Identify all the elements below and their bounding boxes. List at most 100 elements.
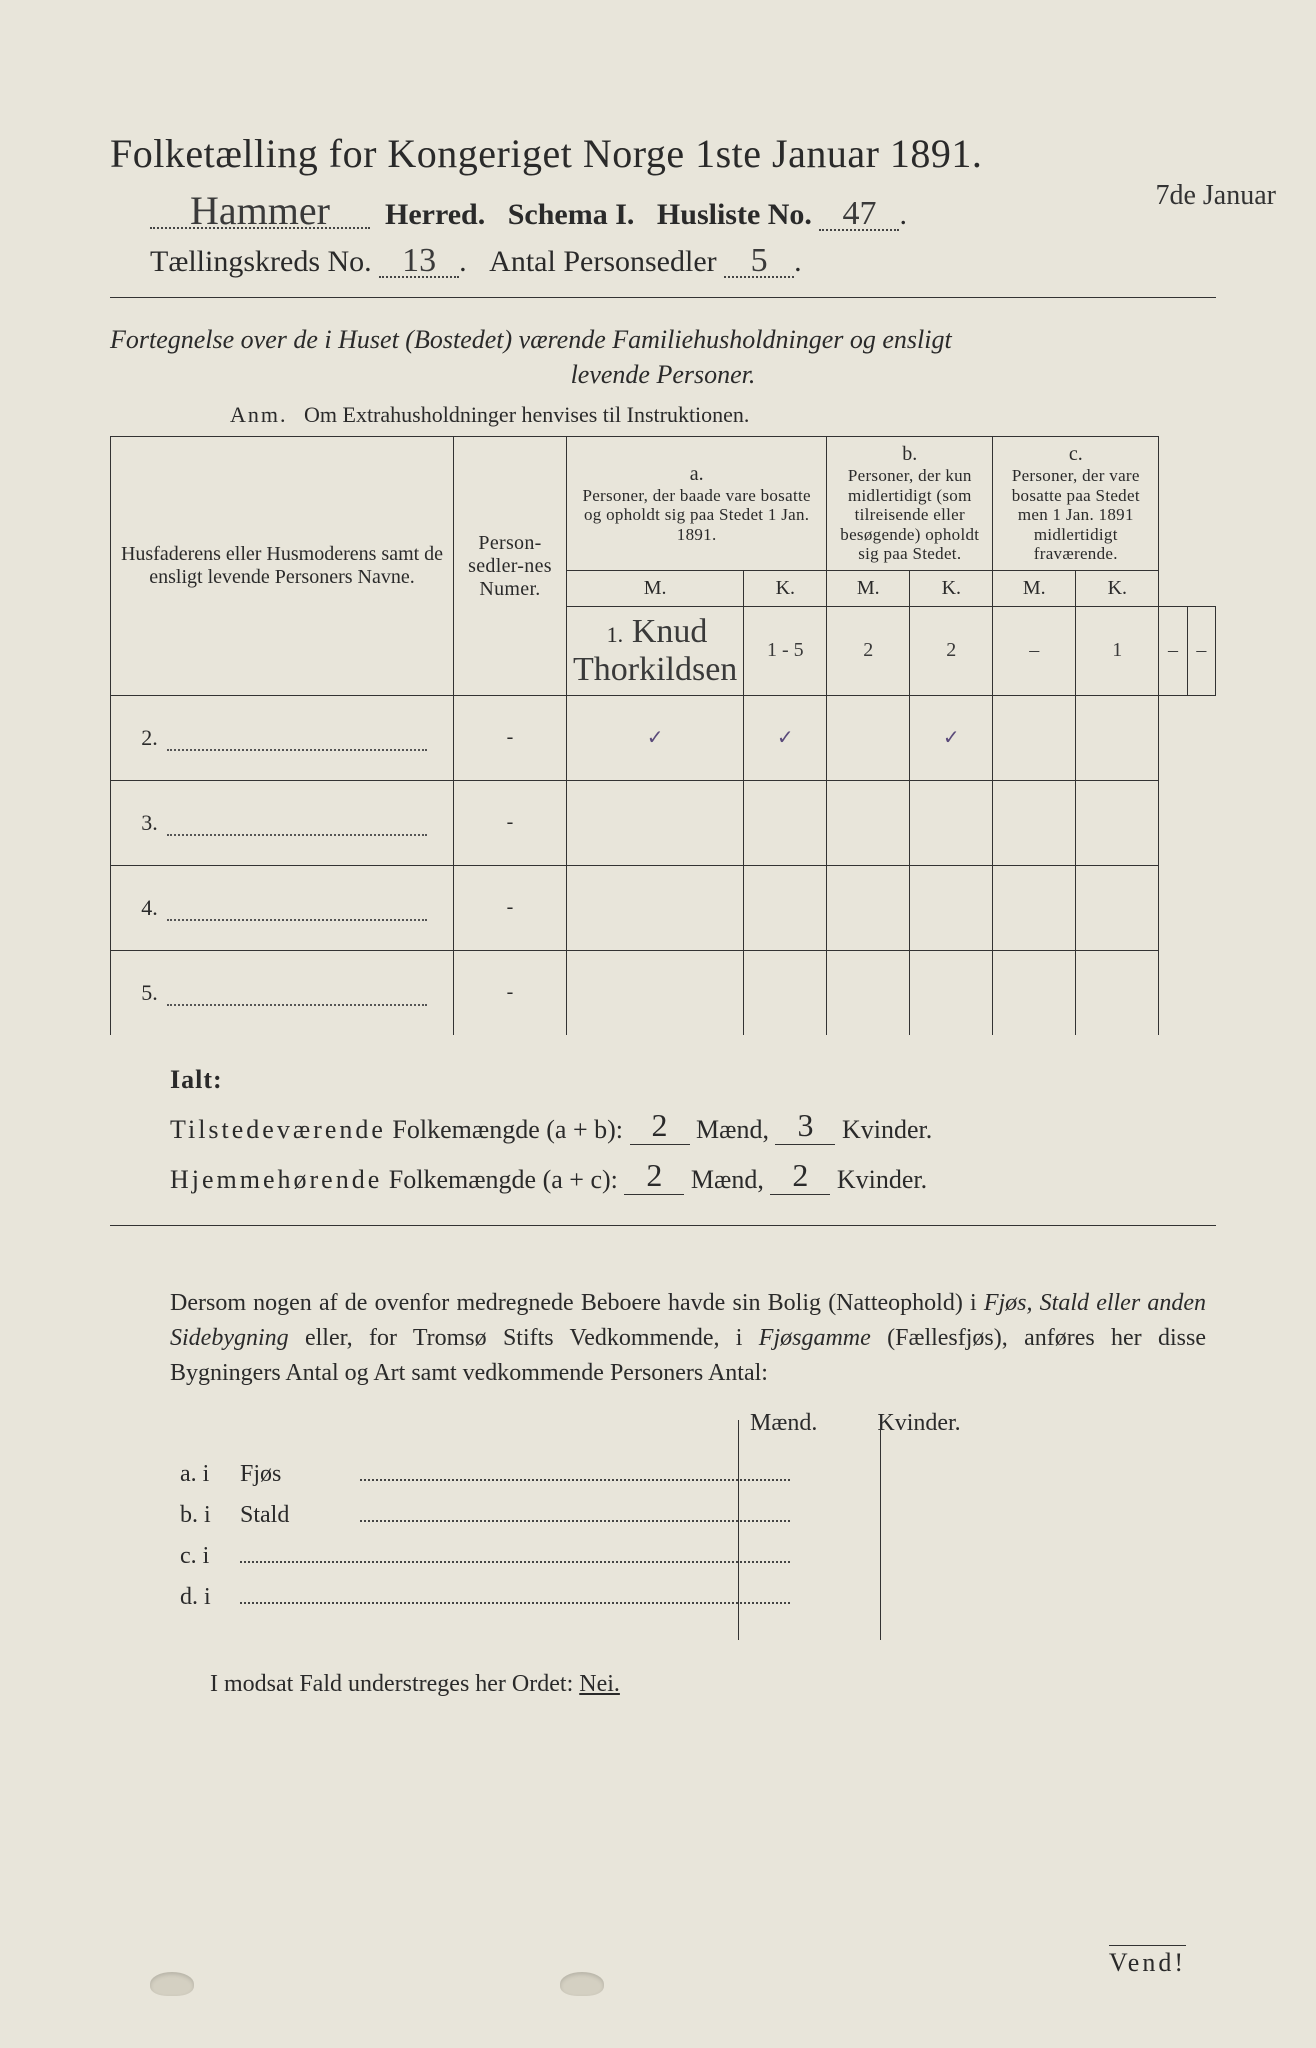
cell-cM: – — [1159, 606, 1187, 695]
vline-icon — [738, 1420, 739, 1640]
margin-date-note: 7de Januar — [1155, 180, 1276, 212]
side-building-block: Mænd. Kvinder. a. i Fjøs b. i Stald c. i… — [110, 1410, 1216, 1611]
row-name-cell: 4. — [111, 865, 454, 950]
row-name-empty — [167, 834, 427, 836]
cell-aK: ✓ — [744, 695, 827, 780]
cell-bM — [827, 865, 910, 950]
cell-cM — [993, 950, 1076, 1035]
col-b-group: b. Personer, der kun midlertidigt (som t… — [827, 437, 993, 571]
l2-k-val: 2 — [770, 1157, 830, 1195]
a-desc: Personer, der baade vare bosatte og opho… — [573, 486, 820, 545]
maend-col: Mænd. — [750, 1410, 817, 1437]
modsat-text: I modsat Fald understreges her Ordet: — [210, 1671, 579, 1697]
subheading: Fortegnelse over de i Huset (Bostedet) v… — [110, 322, 1216, 392]
kvinder-col: Kvinder. — [877, 1410, 960, 1437]
paper-tear-icon — [150, 1972, 194, 1996]
c-k: K. — [1076, 570, 1159, 606]
total-line-2: Hjemmehørende Folkemængde (a + c): 2 Mæn… — [170, 1157, 1216, 1195]
b-label: b. — [833, 443, 986, 466]
table-row: 3. - — [111, 780, 1216, 865]
ialt-label: Ialt: — [170, 1065, 1216, 1095]
divider — [110, 297, 1216, 298]
cell-aM: 2 — [827, 606, 910, 695]
modsat-nei: Nei. — [579, 1671, 620, 1697]
kvinder-label: Kvinder. — [842, 1115, 932, 1144]
cell-cK: – — [1187, 606, 1215, 695]
header-line-2: Hammer Herred. Schema I. Husliste No. 47… — [110, 187, 1216, 232]
list-row-c: c. i — [180, 1543, 1216, 1570]
dots-icon — [360, 1519, 790, 1522]
b-m: M. — [827, 570, 910, 606]
row-name-empty — [167, 919, 427, 921]
cell-cK — [1076, 865, 1159, 950]
list-row-a: a. i Fjøs — [180, 1461, 1216, 1488]
l2a: Hjemmehørende — [170, 1165, 382, 1194]
kreds-label: Tællingskreds No. — [150, 245, 372, 278]
vline-icon — [880, 1420, 881, 1640]
schema-label: Schema I. — [508, 198, 635, 231]
c-label: c. — [999, 443, 1152, 466]
row-name-cell: 2. — [111, 695, 454, 780]
cell-bK — [910, 950, 993, 1035]
l1-m-val: 2 — [630, 1107, 690, 1145]
husliste-value: 47 — [819, 195, 899, 231]
cell-num: - — [454, 865, 567, 950]
cell-aM — [567, 865, 744, 950]
cell-cM — [993, 780, 1076, 865]
para-it2: Fjøsgamme — [759, 1325, 871, 1351]
cell-cM — [993, 865, 1076, 950]
vend-label: Vend! — [1109, 1945, 1186, 1978]
cell-bM: – — [993, 606, 1076, 695]
maend-label: Mænd, — [696, 1115, 769, 1144]
row-num: 1. — [603, 622, 627, 648]
row-b-lbl2: Stald — [240, 1502, 360, 1529]
col-a-group: a. Personer, der baade vare bosatte og o… — [567, 437, 827, 571]
cell-num: - — [454, 780, 567, 865]
antal-value: 5 — [724, 242, 794, 278]
l2-m-val: 2 — [624, 1157, 684, 1195]
building-list: a. i Fjøs b. i Stald c. i d. i — [110, 1461, 1216, 1611]
cell-num: 1 - 5 — [744, 606, 827, 695]
dots-icon — [240, 1601, 790, 1604]
row-name-cell: 5. — [111, 950, 454, 1035]
c-m: M. — [993, 570, 1076, 606]
row-name: Knud Thorkildsen — [573, 613, 737, 688]
totals-block: Ialt: Tilstedeværende Folkemængde (a + b… — [110, 1065, 1216, 1195]
herred-label: Herred. — [385, 198, 485, 231]
dots-icon — [360, 1478, 790, 1481]
row-num: 4. — [138, 895, 162, 921]
row-name-cell: 1. Knud Thorkildsen — [567, 606, 744, 695]
cell-bM — [827, 695, 910, 780]
para-t2: eller, for Tromsø Stifts Vedkommende, i — [289, 1325, 759, 1351]
cell-num: - — [454, 695, 567, 780]
l1a: Tilstedeværende — [170, 1115, 386, 1144]
subhead-line1: Fortegnelse over de i Huset (Bostedet) v… — [110, 325, 952, 354]
maend-label: Mænd, — [691, 1165, 764, 1194]
cell-cK — [1076, 950, 1159, 1035]
row-name-empty — [167, 1004, 427, 1006]
kvinder-label: Kvinder. — [837, 1165, 927, 1194]
divider — [110, 1225, 1216, 1226]
table-row: 5. - — [111, 950, 1216, 1035]
a-k: K. — [744, 570, 827, 606]
census-form-page: Folketælling for Kongeriget Norge 1ste J… — [0, 0, 1316, 2048]
table-row: 2. - ✓ ✓ ✓ — [111, 695, 1216, 780]
cell-cM — [993, 695, 1076, 780]
cell-bK — [910, 780, 993, 865]
a-m: M. — [567, 570, 744, 606]
households-table: Husfaderens eller Husmoderens samt de en… — [110, 436, 1216, 1035]
l1-k-val: 3 — [775, 1107, 835, 1145]
cell-cK — [1076, 695, 1159, 780]
col-c-group: c. Personer, der vare bosatte paa Stedet… — [993, 437, 1159, 571]
cell-aK — [744, 780, 827, 865]
anm-label: Anm. — [230, 402, 288, 427]
antal-label: Antal Personsedler — [489, 245, 716, 278]
row-num: 3. — [138, 810, 162, 836]
para-t1: Dersom nogen af de ovenfor medregnede Be… — [170, 1290, 984, 1316]
row-num: 2. — [138, 725, 162, 751]
row-num: 5. — [138, 980, 162, 1006]
a-label: a. — [573, 463, 820, 486]
cell-aM — [567, 950, 744, 1035]
anm-text: Om Extrahusholdninger henvises til Instr… — [304, 402, 749, 427]
b-desc: Personer, der kun midlertidigt (som tilr… — [833, 466, 986, 564]
